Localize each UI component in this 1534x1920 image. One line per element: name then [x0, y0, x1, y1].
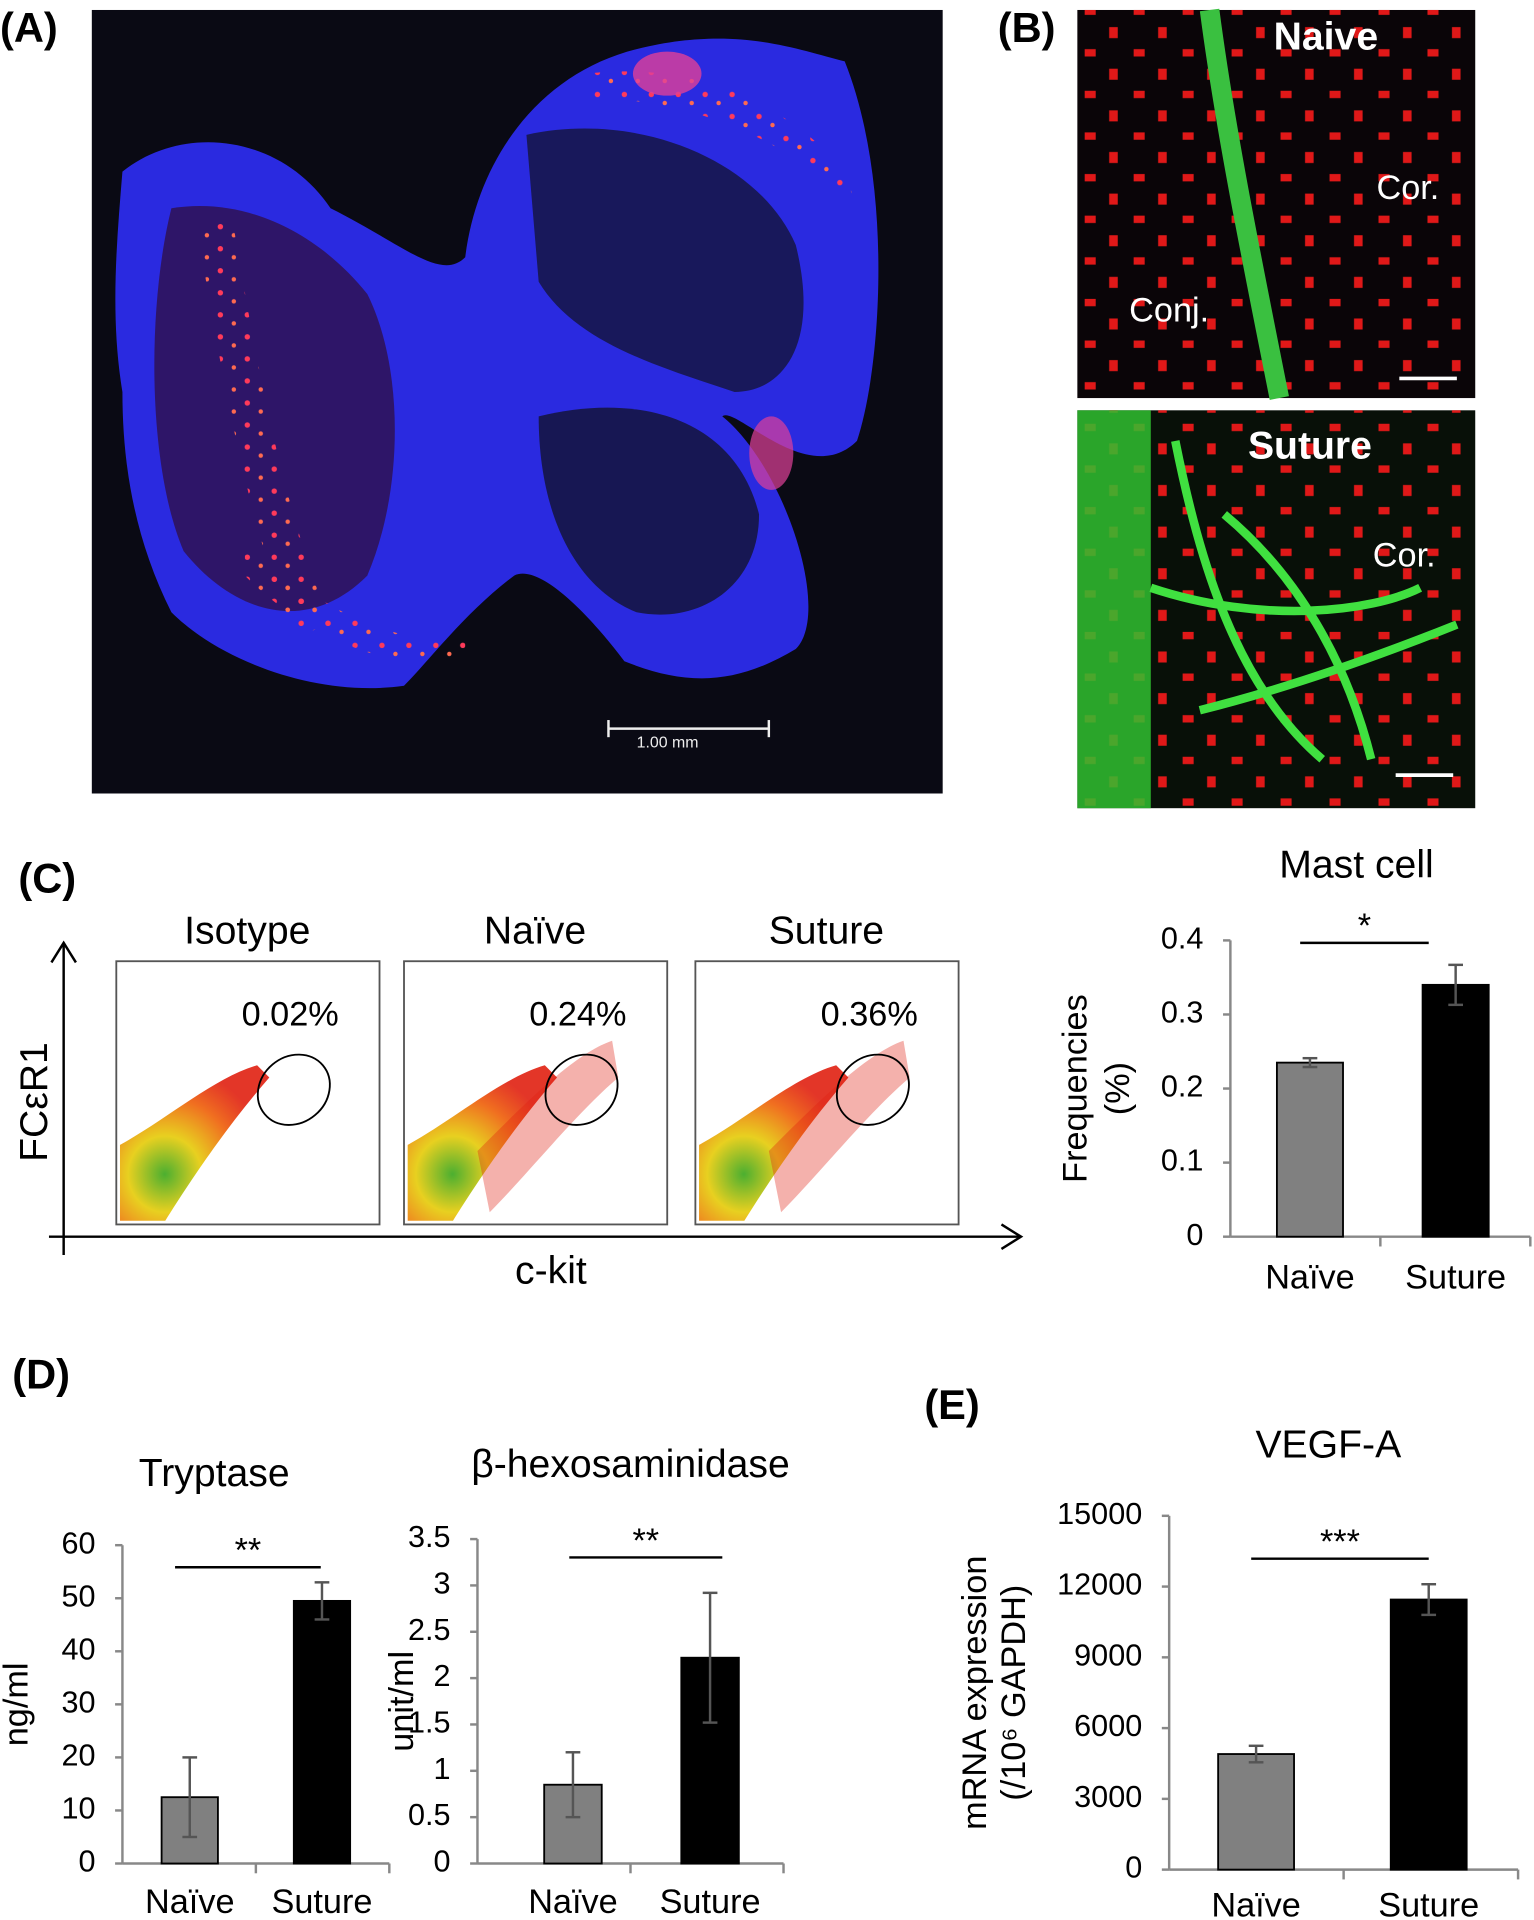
- y-axis-label: unit/ml: [383, 1651, 421, 1752]
- flow-scatter: [477, 1040, 619, 1213]
- error-bar: [1248, 1744, 1264, 1764]
- micrograph-b: Naive Cor. Conj. Suture Cor.: [1077, 8, 1476, 809]
- y-tick-label: 3: [434, 1567, 451, 1601]
- x-tick-label: Suture: [271, 1883, 372, 1920]
- micrograph-a: 1.00 mm: [91, 9, 943, 794]
- y-axis-label: (%): [1099, 1062, 1137, 1115]
- panel-label: (A): [0, 4, 58, 51]
- image-label: Cor.: [1373, 536, 1436, 574]
- error-bar: [702, 1591, 718, 1724]
- flow-gate-label: 0.36%: [821, 995, 918, 1033]
- x-tick-label: Naïve: [1211, 1887, 1301, 1920]
- error-bar: [1421, 1582, 1437, 1617]
- y-tick-label: 0: [1186, 1218, 1203, 1252]
- x-tick-label: Naïve: [1265, 1259, 1355, 1297]
- y-axis-label: ng/ml: [0, 1662, 35, 1746]
- y-tick-label: 60: [61, 1526, 95, 1560]
- flow-plot-title: Suture: [769, 909, 884, 952]
- image-label: Cor.: [1376, 169, 1439, 207]
- flow-gate: [544, 1053, 619, 1126]
- y-axis-label: Frequencies: [1056, 994, 1094, 1183]
- image-title: Naive: [1274, 16, 1378, 59]
- flow-plot-title: Isotype: [184, 909, 310, 952]
- error-bar: [1448, 963, 1463, 1007]
- y-tick-label: 10: [61, 1792, 95, 1826]
- panel-label: (B): [998, 4, 1056, 51]
- flow-gate: [256, 1053, 331, 1126]
- error-bar: [314, 1581, 330, 1621]
- flow-plot-title: Naïve: [484, 909, 586, 952]
- chart-title: β-hexosaminidase: [471, 1443, 790, 1486]
- chart-title: Mast cell: [1279, 843, 1433, 886]
- significance-label: *: [1358, 907, 1371, 945]
- significance-label: **: [235, 1532, 262, 1570]
- y-tick-label: 40: [61, 1632, 95, 1666]
- y-tick-label: 1: [434, 1752, 451, 1786]
- image-title: Suture: [1248, 425, 1372, 468]
- y-tick-label: 0.5: [408, 1798, 451, 1832]
- bar: [292, 1599, 352, 1865]
- flow-density: [119, 1065, 270, 1221]
- y-tick-label: 12000: [1057, 1568, 1142, 1602]
- flow-density: [407, 1065, 558, 1221]
- y-tick-label: 50: [61, 1579, 95, 1613]
- y-axis-label: (/10⁶ GAPDH): [995, 1585, 1033, 1801]
- x-tick-label: Naïve: [145, 1883, 235, 1920]
- significance-label: ***: [1320, 1523, 1360, 1561]
- bar: [1275, 1061, 1344, 1238]
- x-tick-label: Suture: [1405, 1259, 1506, 1297]
- bar: [1389, 1598, 1468, 1871]
- flow-gate-label: 0.02%: [242, 995, 339, 1033]
- y-tick-label: 9000: [1074, 1638, 1142, 1672]
- flow-y-label: FCεR1: [13, 1042, 56, 1162]
- chart-title: Tryptase: [139, 1452, 290, 1495]
- flow-gate: [835, 1053, 910, 1126]
- y-tick-label: 0: [434, 1845, 451, 1879]
- y-tick-label: 3000: [1074, 1780, 1142, 1814]
- y-tick-label: 2: [434, 1659, 451, 1693]
- bar: [1217, 1753, 1295, 1871]
- panel-label: (D): [12, 1350, 70, 1397]
- chart-title: VEGF-A: [1255, 1424, 1402, 1467]
- flow-x-label: c-kit: [515, 1250, 587, 1293]
- y-axis-label: mRNA expression: [956, 1556, 994, 1830]
- y-tick-label: 20: [61, 1738, 95, 1772]
- y-tick-label: 0.4: [1161, 921, 1204, 955]
- flow-axes: [48, 940, 1024, 1256]
- y-tick-label: 0.2: [1161, 1070, 1204, 1104]
- error-bar: [182, 1756, 198, 1839]
- y-tick-label: 0.3: [1161, 996, 1204, 1030]
- bar: [1421, 983, 1490, 1238]
- flow-gate-label: 0.24%: [529, 995, 626, 1033]
- error-bar: [1302, 1056, 1318, 1069]
- image-label: Conj.: [1129, 291, 1209, 329]
- significance-label: **: [632, 1522, 659, 1560]
- bar: [680, 1656, 740, 1865]
- x-tick-label: Naïve: [528, 1883, 618, 1920]
- scale-bar-label: 1.00 mm: [637, 735, 699, 752]
- panel-label: (C): [18, 855, 76, 902]
- y-tick-label: 6000: [1074, 1709, 1142, 1743]
- y-tick-label: 2.5: [408, 1613, 451, 1647]
- panel-label: (E): [924, 1381, 979, 1428]
- y-tick-label: 3.5: [408, 1520, 451, 1554]
- x-tick-label: Suture: [1378, 1887, 1479, 1920]
- y-tick-label: 30: [61, 1685, 95, 1719]
- y-tick-label: 15000: [1057, 1497, 1142, 1531]
- y-tick-label: 0: [78, 1845, 95, 1879]
- flow-density: [699, 1065, 849, 1221]
- y-tick-label: 0.1: [1161, 1144, 1204, 1178]
- y-tick-label: 1.5: [408, 1706, 451, 1740]
- error-bar: [565, 1751, 581, 1819]
- y-tick-label: 0: [1125, 1851, 1142, 1885]
- x-tick-label: Suture: [660, 1883, 761, 1920]
- flow-scatter: [768, 1040, 910, 1213]
